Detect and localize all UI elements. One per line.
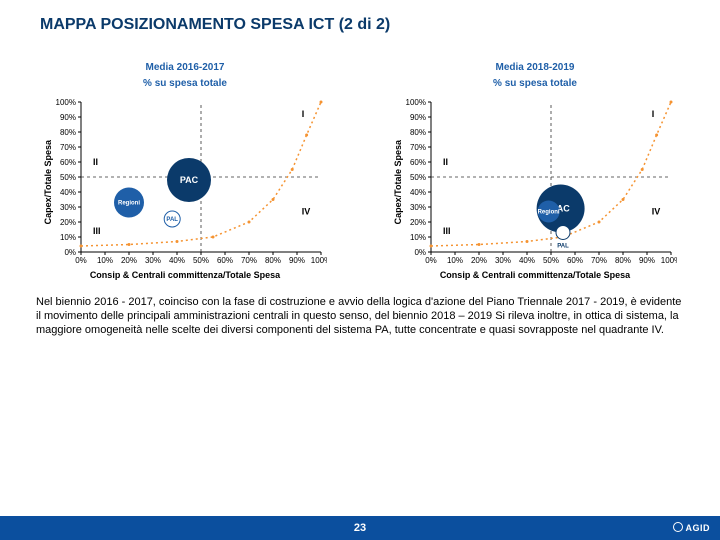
svg-text:80%: 80%	[410, 128, 426, 137]
svg-text:60%: 60%	[60, 158, 76, 167]
chart-left-xlabel: Consip & Centrali committenza/Totale Spe…	[90, 270, 280, 280]
svg-text:III: III	[93, 226, 101, 236]
svg-text:Regioni: Regioni	[538, 210, 560, 216]
svg-text:40%: 40%	[410, 188, 426, 197]
footer-brand: AGID	[673, 523, 711, 534]
svg-text:0%: 0%	[425, 256, 437, 265]
svg-text:I: I	[302, 109, 305, 119]
svg-text:40%: 40%	[519, 256, 535, 265]
svg-text:III: III	[443, 226, 451, 236]
chart-right-xlabel: Consip & Centrali committenza/Totale Spe…	[440, 270, 630, 280]
svg-text:PAC: PAC	[180, 175, 199, 185]
footer-bar: 23 AGID	[0, 516, 720, 540]
svg-text:20%: 20%	[471, 256, 487, 265]
svg-text:PAL: PAL	[166, 217, 178, 223]
svg-text:90%: 90%	[639, 256, 655, 265]
footer-brand-text: AGID	[686, 523, 711, 533]
svg-text:20%: 20%	[60, 218, 76, 227]
svg-text:50%: 50%	[543, 256, 559, 265]
svg-text:30%: 30%	[410, 203, 426, 212]
chart-left-subtitle: % su spesa totale	[143, 78, 227, 90]
svg-text:10%: 10%	[447, 256, 463, 265]
svg-text:70%: 70%	[60, 143, 76, 152]
svg-text:I: I	[652, 109, 655, 119]
svg-text:100%: 100%	[56, 98, 76, 107]
chart-right-svg: 0% 10% 20% 30% 40% 50% 60% 70% 80% 90% 100% 0% 10% 20…	[403, 96, 677, 268]
svg-text:50%: 50%	[193, 256, 209, 265]
svg-text:80%: 80%	[615, 256, 631, 265]
chart-left-wrap: Media 2016-2017 % su spesa totale Capex/…	[43, 62, 327, 280]
chart-right-ylabel: Capex/Totale Spesa	[393, 140, 403, 224]
svg-text:IV: IV	[302, 207, 311, 217]
svg-text:100%: 100%	[406, 98, 426, 107]
slide-page: MAPPA POSIZIONAMENTO SPESA ICT (2 di 2) …	[0, 0, 720, 540]
svg-text:0%: 0%	[75, 256, 87, 265]
svg-text:Regioni: Regioni	[118, 201, 140, 207]
svg-text:30%: 30%	[495, 256, 511, 265]
svg-text:90%: 90%	[410, 113, 426, 122]
svg-text:60%: 60%	[410, 158, 426, 167]
svg-text:0%: 0%	[414, 248, 426, 257]
chart-right-title: Media 2018-2019	[496, 62, 575, 74]
svg-text:40%: 40%	[169, 256, 185, 265]
body-paragraph: Nel biennio 2016 - 2017, coinciso con la…	[0, 288, 720, 337]
svg-text:70%: 70%	[241, 256, 257, 265]
page-title: MAPPA POSIZIONAMENTO SPESA ICT (2 di 2)	[0, 0, 720, 34]
svg-text:50%: 50%	[410, 173, 426, 182]
svg-text:10%: 10%	[410, 233, 426, 242]
svg-text:20%: 20%	[121, 256, 137, 265]
svg-text:50%: 50%	[60, 173, 76, 182]
chart-right-subtitle: % su spesa totale	[493, 78, 577, 90]
svg-text:40%: 40%	[60, 188, 76, 197]
chart-left-title: Media 2016-2017	[146, 62, 225, 74]
svg-text:90%: 90%	[289, 256, 305, 265]
svg-text:90%: 90%	[60, 113, 76, 122]
svg-text:80%: 80%	[60, 128, 76, 137]
svg-text:II: II	[443, 157, 448, 167]
svg-text:20%: 20%	[410, 218, 426, 227]
svg-text:10%: 10%	[60, 233, 76, 242]
svg-text:PAL: PAL	[557, 244, 569, 250]
svg-text:II: II	[93, 157, 98, 167]
svg-text:60%: 60%	[567, 256, 583, 265]
svg-text:0%: 0%	[64, 248, 76, 257]
svg-text:70%: 70%	[410, 143, 426, 152]
svg-text:10%: 10%	[97, 256, 113, 265]
svg-text:70%: 70%	[591, 256, 607, 265]
chart-left-ylabel: Capex/Totale Spesa	[43, 140, 53, 224]
svg-text:30%: 30%	[145, 256, 161, 265]
svg-text:30%: 30%	[60, 203, 76, 212]
svg-text:60%: 60%	[217, 256, 233, 265]
svg-text:IV: IV	[652, 207, 661, 217]
svg-text:80%: 80%	[265, 256, 281, 265]
svg-text:100%: 100%	[661, 256, 677, 265]
chart-left-svg: 0% 10% 20% 30% 40% 50% 60% 70% 80% 90% 100% 0% 10% 20…	[53, 96, 327, 268]
page-number: 23	[354, 522, 366, 534]
agid-icon	[673, 522, 683, 532]
svg-text:100%: 100%	[311, 256, 327, 265]
charts-row: Media 2016-2017 % su spesa totale Capex/…	[0, 34, 720, 288]
chart-right-wrap: Media 2018-2019 % su spesa totale Capex/…	[393, 62, 677, 280]
